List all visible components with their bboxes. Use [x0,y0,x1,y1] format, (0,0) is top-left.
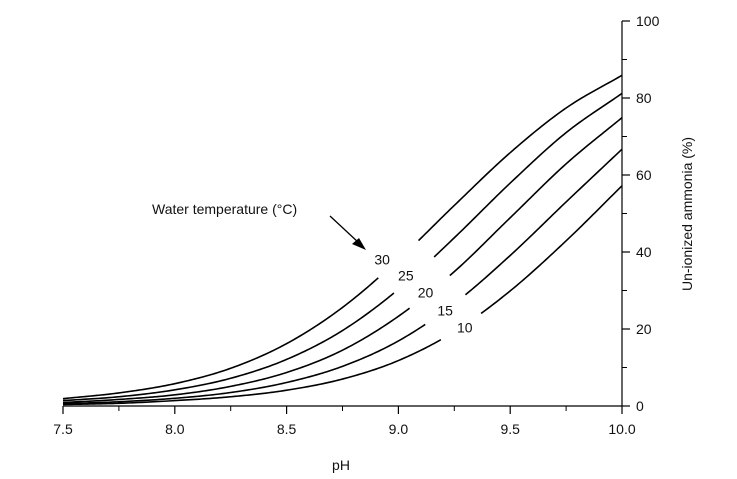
series-label-20: 20 [418,285,434,301]
y-tick-label: 80 [636,90,652,106]
series-label-25: 25 [398,268,414,284]
x-axis-label: pH [332,457,350,473]
series-label-10: 10 [457,319,473,335]
y-axis-label: Un-ionized ammonia (%) [679,137,695,291]
series-line-20 [62,117,623,404]
x-tick-label: 9.5 [500,421,520,437]
y-tick-label: 40 [636,244,652,260]
series-line-15 [62,148,623,405]
annotation-arrow [329,215,360,244]
x-tick-label: 7.5 [53,421,73,437]
x-tick-label: 10.0 [608,421,635,437]
annotation-text: Water temperature (°C) [152,201,297,217]
x-tick-label: 8.0 [165,421,185,437]
series-line-10 [62,185,623,406]
y-tick-label: 60 [636,167,652,183]
x-tick-label: 9.0 [389,421,409,437]
annotation-arrowhead [352,238,366,250]
y-tick-label: 20 [636,321,652,337]
series-label-30: 30 [374,252,390,268]
series-line-25 [62,92,623,402]
series-label-15: 15 [437,302,453,318]
x-tick-label: 8.5 [277,421,297,437]
y-tick-label: 100 [636,13,660,29]
series-line-30 [62,74,623,400]
y-tick-label: 0 [636,398,644,414]
